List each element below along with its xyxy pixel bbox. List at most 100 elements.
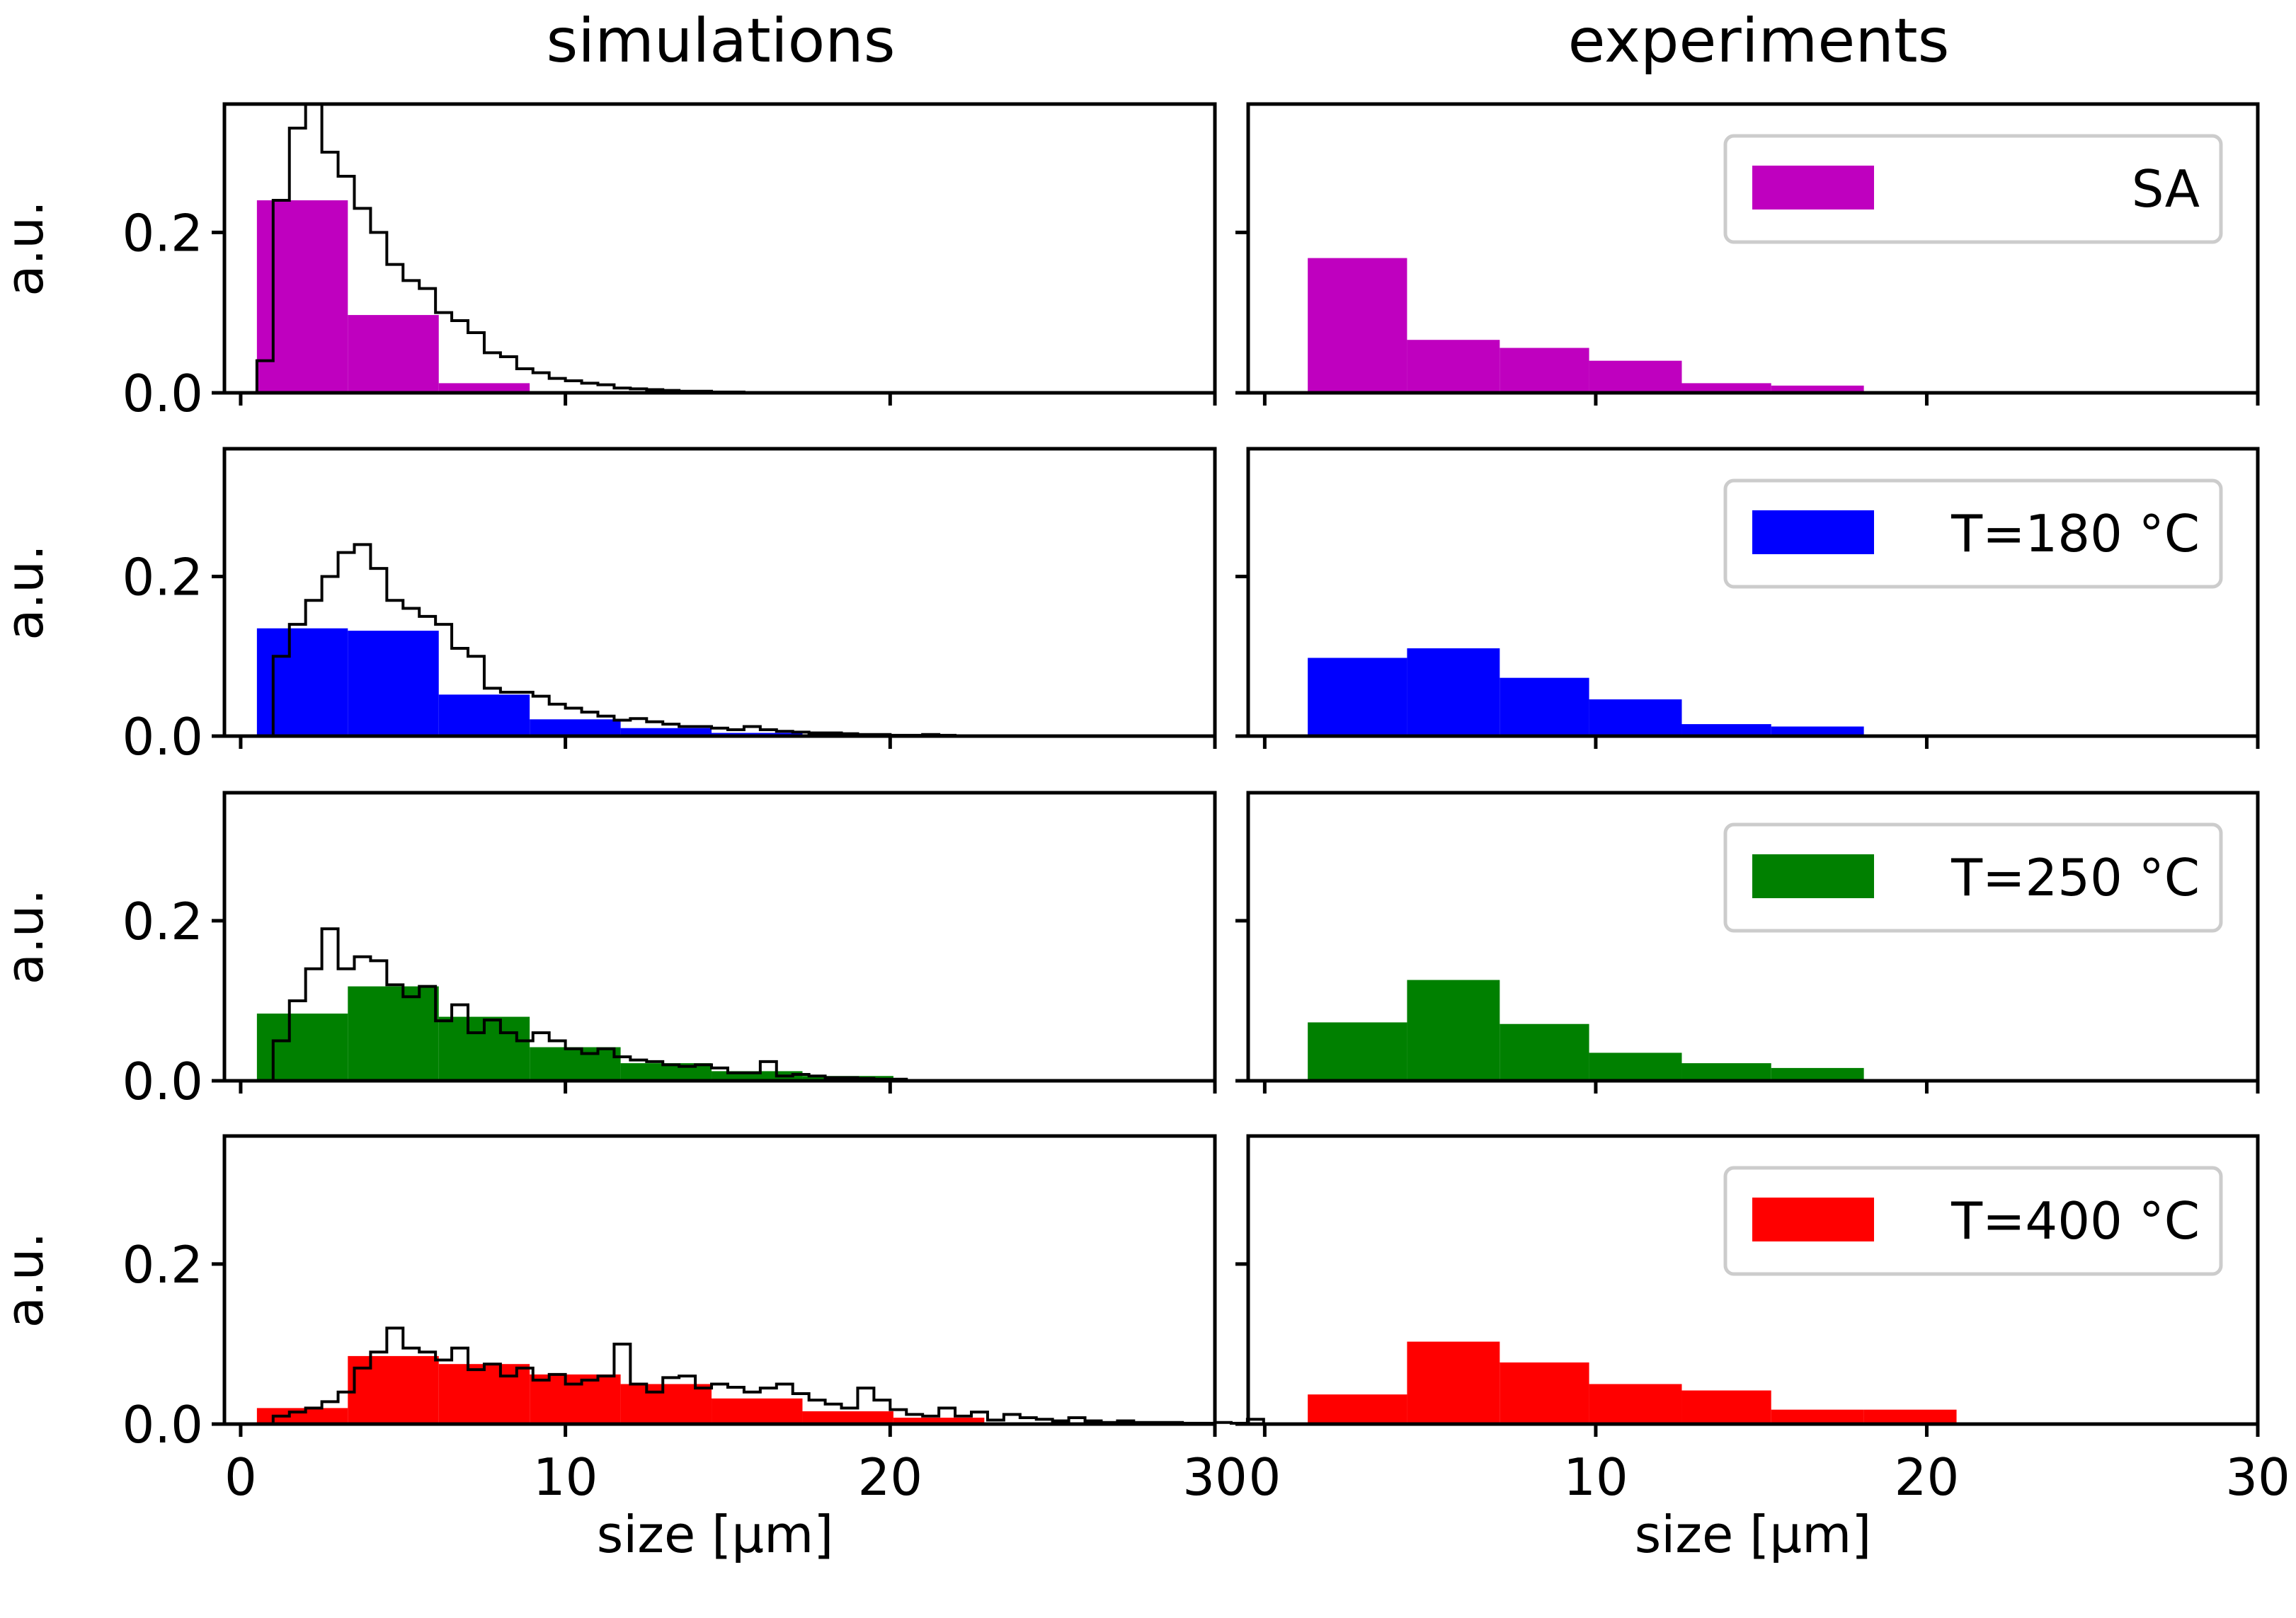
panel-frame [222, 791, 1217, 1083]
legend-label: T=180 °C [1951, 504, 2200, 563]
legend-box [1723, 134, 2223, 244]
legend-swatch [1752, 1198, 1874, 1241]
simulation-outline-histogram [271, 543, 957, 737]
legend-box [1723, 478, 2223, 589]
experiment-panel-3: T=250 °C [1235, 791, 2260, 1094]
legend-label: SA [2132, 159, 2200, 219]
experiment-bar [1771, 1067, 1864, 1081]
simulation-bar [256, 628, 348, 736]
simulation-bar [620, 728, 712, 736]
x-axis-label-simulations: size [μm] [597, 1505, 834, 1564]
experiment-bar [1589, 360, 1682, 393]
legend-label: T=400 °C [1951, 1191, 2200, 1251]
experiment-bar [1308, 1394, 1407, 1424]
simulation-panel-1: 0.0 0.2 a.u. [0, 102, 1217, 423]
experiment-bar [1308, 1022, 1407, 1081]
y-axis-label: a.u. [0, 889, 55, 985]
experiment-bar [1681, 383, 1771, 393]
x-tick-label: 30 [1182, 1447, 1247, 1507]
legend-box [1723, 822, 2223, 933]
y-tick-label: 0.0 [122, 364, 203, 423]
experiment-bar [1771, 385, 1864, 393]
simulation-outline-histogram [271, 927, 908, 1081]
simulation-bar [438, 1364, 530, 1424]
x-tick-label: 10 [1563, 1447, 1628, 1507]
panel-frame [1246, 791, 2260, 1083]
x-tick-label: 0 [224, 1447, 257, 1507]
legend-swatch [1752, 510, 1874, 554]
simulation-bar [530, 1374, 621, 1424]
experiment-bar [1589, 699, 1682, 736]
panel-frame [222, 1134, 1217, 1426]
simulation-bar [348, 1355, 439, 1424]
x-tick-label: 30 [2225, 1447, 2290, 1507]
experiment-bar [1308, 258, 1407, 393]
y-axis-label: a.u. [0, 544, 55, 641]
simulation-outline-histogram [255, 103, 746, 394]
x-tick-label: 0 [1248, 1447, 1281, 1507]
experiment-bar [1407, 340, 1500, 393]
y-axis-label: a.u. [0, 200, 55, 297]
panel-grid: 0.0 0.2 a.u. SA 0.0 0.2 a.u. T=180 °C 0.0 0.2 a.u.… [0, 102, 2290, 1507]
simulation-bar [348, 631, 439, 736]
experiment-bar [1681, 724, 1771, 736]
panel-frame [1246, 102, 2260, 395]
experiment-bar [1500, 348, 1589, 393]
experiment-bar [1308, 658, 1407, 736]
x-axis-label-experiments: size [μm] [1635, 1505, 1872, 1564]
experiment-bar [1681, 1063, 1771, 1081]
y-tick-label: 0.2 [122, 892, 203, 951]
simulation-bar [438, 383, 530, 393]
x-tick-label: 20 [857, 1447, 923, 1507]
panel-frame [222, 102, 1217, 395]
panel-frame [1246, 447, 2260, 738]
simulation-bar [893, 1417, 985, 1424]
experiment-bar [1500, 1362, 1589, 1424]
simulation-panel-2: 0.0 0.2 a.u. [0, 447, 1217, 767]
simulation-outline-histogram [271, 1326, 1265, 1425]
experiment-bar [1500, 1023, 1589, 1081]
experiment-panel-1: SA [1235, 102, 2260, 406]
experiment-bar [1407, 1341, 1500, 1424]
simulation-bar [530, 1047, 621, 1081]
experiment-bar [1500, 677, 1589, 736]
legend-swatch [1752, 166, 1874, 210]
simulation-bar [348, 315, 439, 393]
experiment-bar [1863, 1409, 1957, 1424]
experiment-panel-4: 0 10 20 30 T=400 °C [1235, 1134, 2290, 1507]
experiment-bar [1681, 1390, 1771, 1424]
simulation-bar [620, 1384, 712, 1424]
legend-box [1723, 1166, 2223, 1276]
y-tick-label: 0.0 [122, 1052, 203, 1111]
experiment-bar [1771, 726, 1864, 736]
y-tick-label: 0.0 [122, 707, 203, 767]
experiment-panel-2: T=180 °C [1235, 447, 2260, 749]
y-axis-label: a.u. [0, 1232, 55, 1329]
experiment-bar [1589, 1384, 1682, 1424]
legend-label: T=250 °C [1951, 848, 2200, 907]
simulation-bar [530, 719, 621, 736]
y-tick-label: 0.2 [122, 1235, 203, 1295]
simulations-column-title: simulations [546, 6, 895, 76]
simulation-bar [256, 1014, 348, 1081]
simulation-bar [712, 1398, 803, 1424]
simulation-bar [802, 1411, 893, 1424]
simulation-bar [256, 200, 348, 393]
legend-swatch [1752, 854, 1874, 898]
simulation-bar [256, 1408, 348, 1424]
y-tick-label: 0.2 [122, 547, 203, 607]
y-tick-label: 0.2 [122, 203, 203, 263]
simulation-panel-3: 0.0 0.2 a.u. [0, 791, 1217, 1111]
panel-frame [222, 447, 1217, 738]
y-tick-label: 0.0 [122, 1395, 203, 1455]
experiment-bar [1589, 1052, 1682, 1081]
experiments-column-title: experiments [1568, 6, 1950, 76]
experiment-bar [1407, 980, 1500, 1081]
experiment-bar [1771, 1409, 1864, 1424]
panel-frame [1246, 1134, 2260, 1426]
x-tick-label: 20 [1895, 1447, 1960, 1507]
simulation-bar [348, 986, 439, 1081]
simulation-panel-4: 0.0 0.2 0 10 20 30 a.u. [0, 1134, 1265, 1507]
